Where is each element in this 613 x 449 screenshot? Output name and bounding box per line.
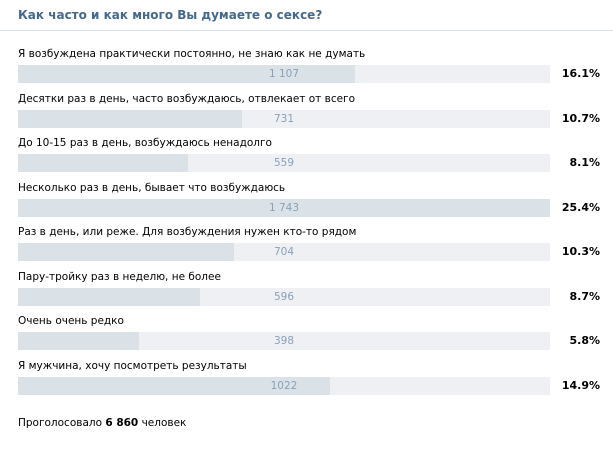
option-bar-fill — [18, 65, 355, 83]
option-percent: 5.8% — [569, 334, 600, 347]
option-vote-count: 559 — [273, 157, 295, 169]
option-percent: 14.9% — [561, 378, 600, 392]
option-bar-fill — [18, 332, 139, 350]
poll-option[interactable]: Десятки раз в день, часто возбуждаюсь, о… — [18, 93, 600, 135]
option-percent: 16.1% — [561, 67, 600, 80]
option-vote-count: 398 — [273, 335, 295, 347]
option-label: Очень очень редко — [18, 315, 124, 327]
option-percent: 10.3% — [561, 245, 600, 258]
footer-prefix: Проголосовало — [18, 417, 103, 429]
option-bar-track: 596 — [18, 287, 550, 306]
poll-title: Как часто и как много Вы думаете о сексе… — [18, 8, 323, 22]
option-label: Я мужчина, хочу посмотреть результаты — [18, 359, 247, 372]
option-label: Пару-тройку раз в неделю, не более — [18, 270, 221, 283]
option-percent: 10.7% — [561, 111, 600, 125]
option-vote-count: 704 — [273, 246, 295, 258]
poll-option[interactable]: Пару-тройку раз в неделю, не более 596 8.7… — [18, 271, 600, 313]
option-percent: 25.4% — [561, 200, 600, 214]
option-bar-track: 1 743 — [18, 198, 550, 217]
option-bar-track: 731 — [18, 109, 550, 128]
option-bar-track: 398 — [18, 332, 550, 350]
option-label: Я возбуждена практически постоянно, не з… — [18, 48, 366, 60]
poll-option[interactable]: Несколько раз в день, бывает что возбужд… — [18, 182, 600, 224]
option-vote-count: 731 — [273, 112, 295, 125]
option-bar-fill — [18, 287, 200, 306]
footer-total: 6 860 — [105, 417, 139, 429]
option-bar-fill — [18, 243, 234, 261]
poll-option[interactable]: Я мужчина, хочу посмотреть результаты 102… — [18, 360, 600, 402]
option-bar-fill — [18, 376, 330, 395]
option-bar-fill — [18, 109, 242, 128]
option-vote-count: 596 — [273, 290, 295, 303]
option-label: До 10-15 раз в день, возбуждаюсь ненадол… — [18, 137, 272, 149]
option-label: Раз в день, или реже. Для возбуждения ну… — [18, 226, 357, 238]
title-divider — [0, 30, 613, 31]
footer-suffix: человек — [141, 417, 187, 429]
option-percent: 8.1% — [569, 156, 600, 169]
option-percent: 8.7% — [569, 289, 600, 303]
option-vote-count: 1022 — [270, 379, 298, 392]
poll-option[interactable]: Я возбуждена практически постоянно, не з… — [18, 48, 600, 90]
option-vote-count: 1 743 — [268, 201, 300, 214]
option-label: Десятки раз в день, часто возбуждаюсь, о… — [18, 92, 355, 105]
option-bar-track: 704 — [18, 243, 550, 261]
option-bar-track: 1022 — [18, 376, 550, 395]
option-label: Несколько раз в день, бывает что возбужд… — [18, 181, 286, 194]
option-bar-track: 559 — [18, 154, 550, 172]
option-bar-fill — [18, 198, 550, 217]
poll-option[interactable]: Раз в день, или реже. Для возбуждения ну… — [18, 226, 600, 268]
poll-footer: Проголосовало 6 860 человек — [18, 417, 186, 429]
option-bar-fill — [18, 154, 188, 172]
poll-option[interactable]: Очень очень редко 398 5.8% — [18, 315, 600, 357]
option-bar-track: 1 107 — [18, 65, 550, 83]
option-vote-count: 1 107 — [268, 68, 300, 80]
poll-option[interactable]: До 10-15 раз в день, возбуждаюсь ненадол… — [18, 137, 600, 179]
